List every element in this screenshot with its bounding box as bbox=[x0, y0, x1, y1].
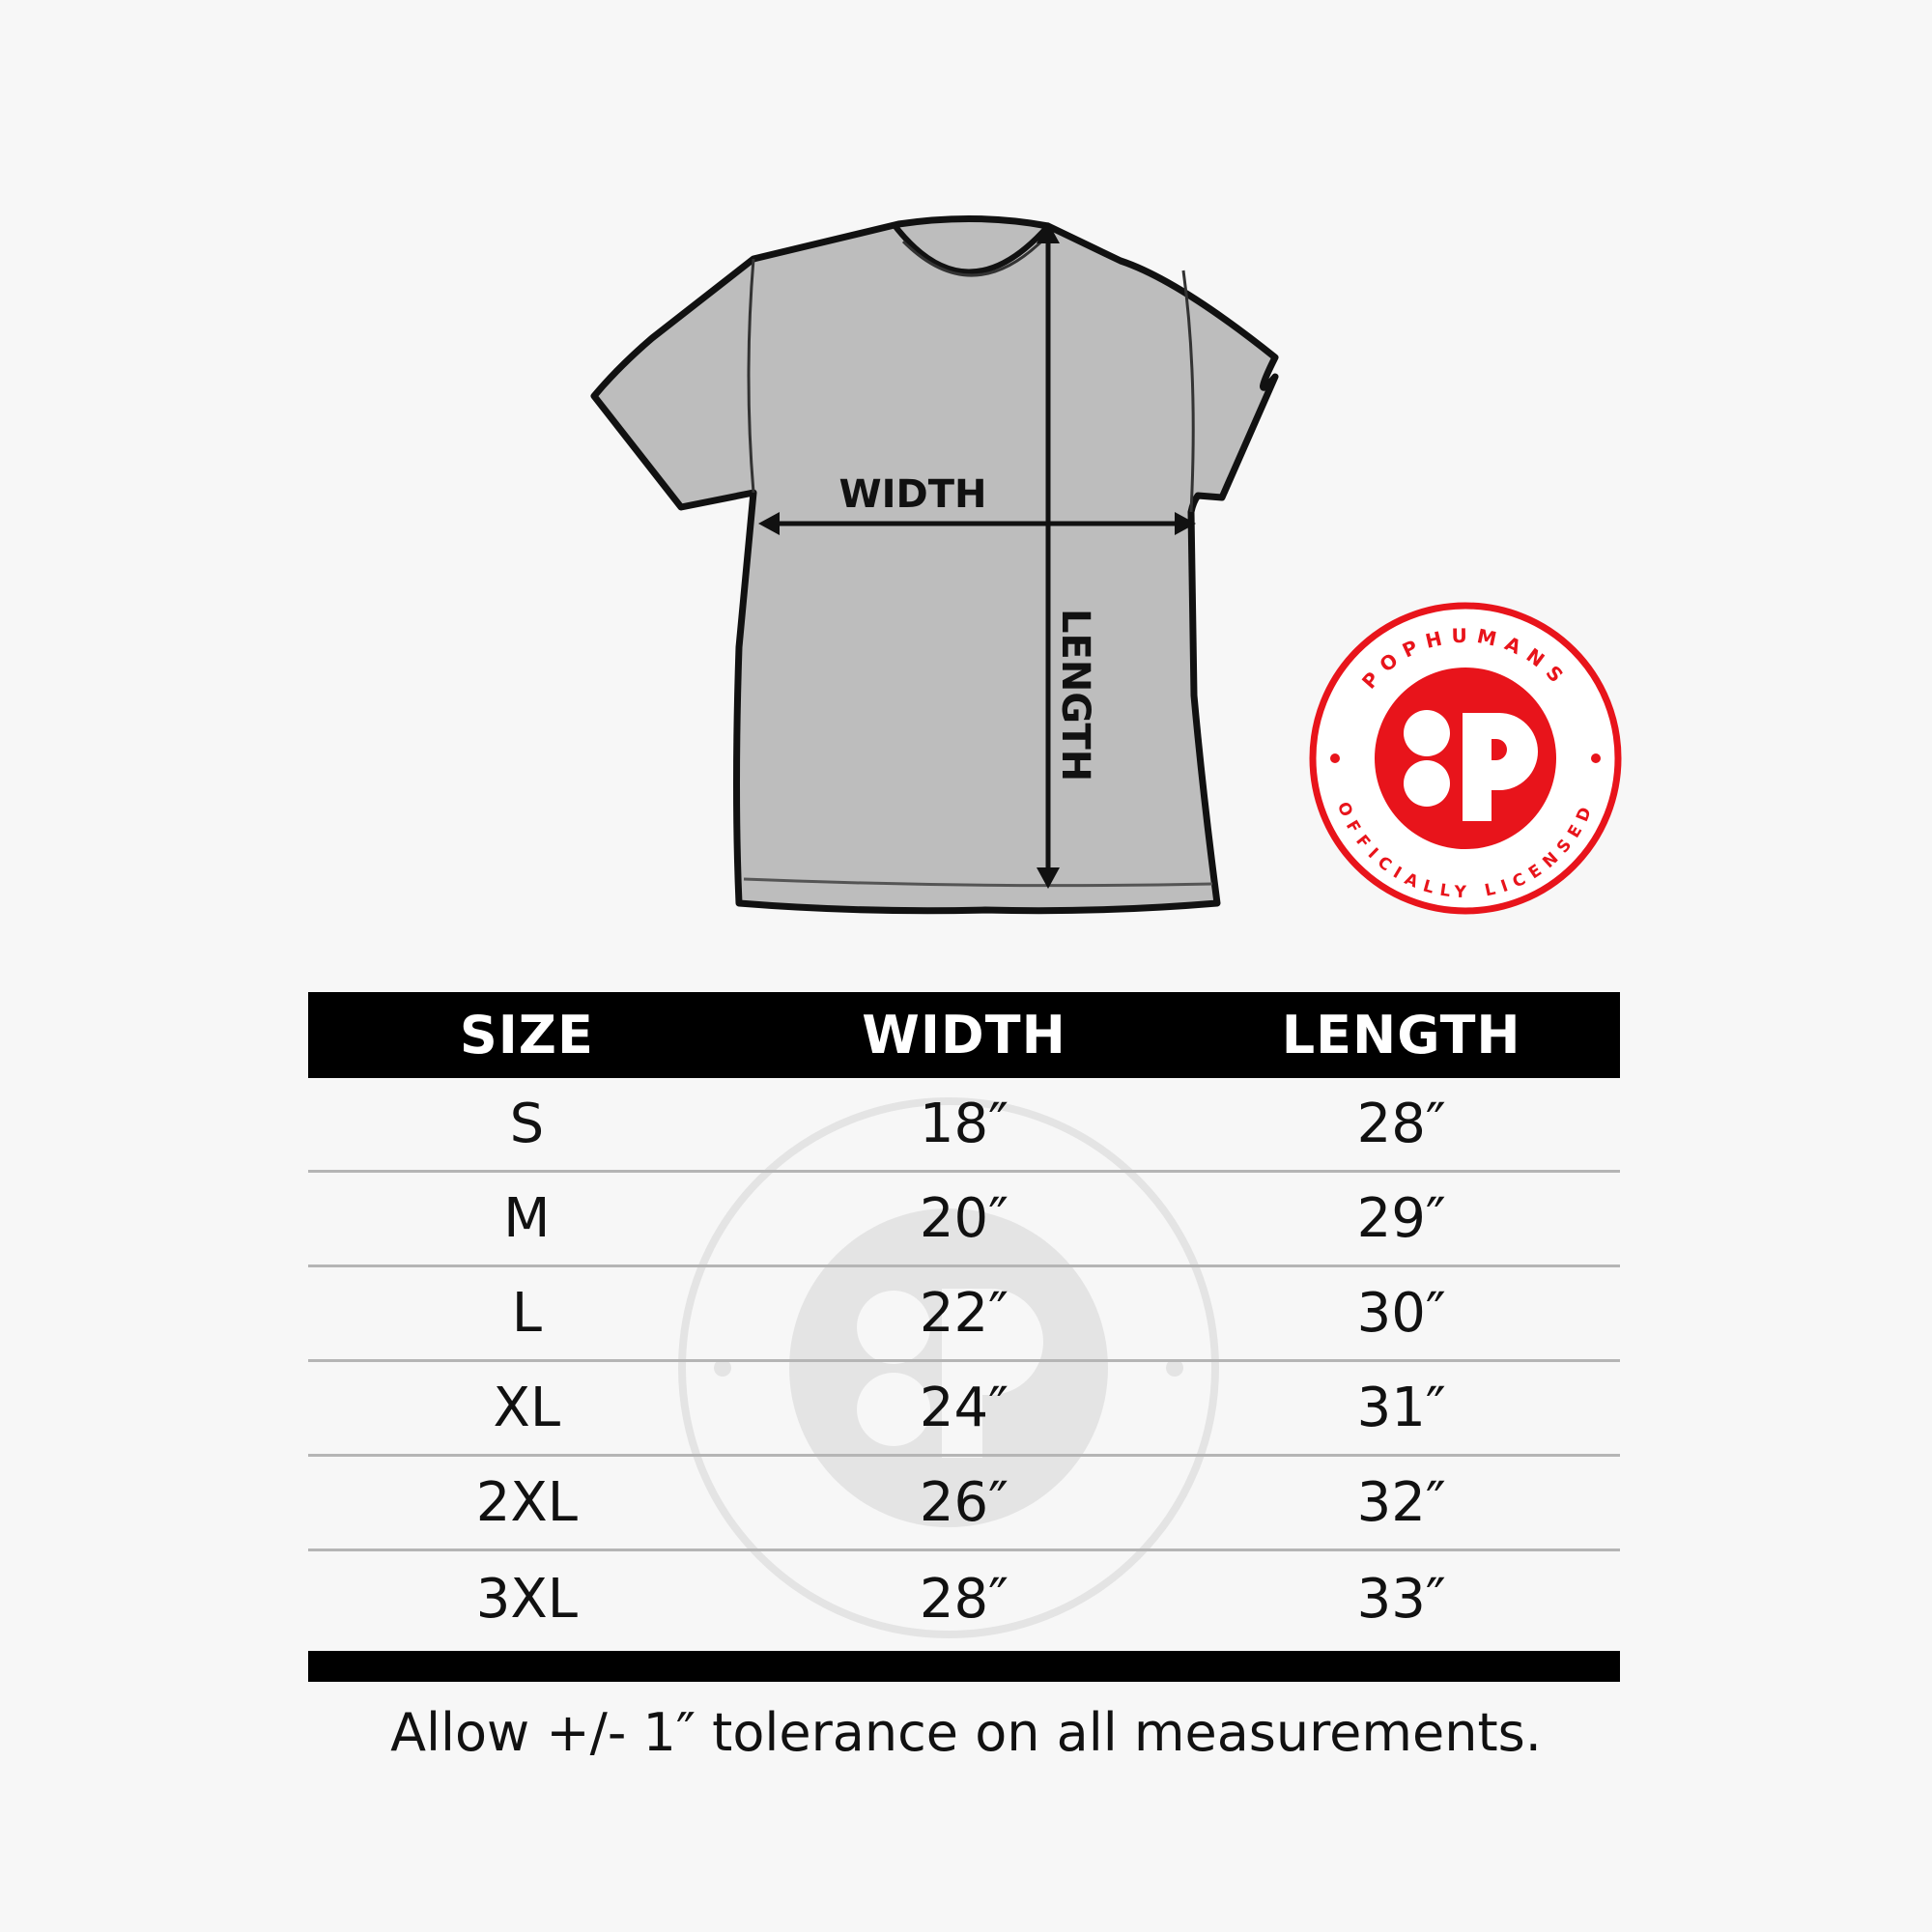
pophumans-logo: POPHUMANS OFFICIALLY LICENSED bbox=[1309, 602, 1622, 915]
cell-width: 26″ bbox=[919, 1471, 1009, 1534]
cell-length: 33″ bbox=[1356, 1567, 1446, 1631]
cell-length: 31″ bbox=[1356, 1377, 1446, 1439]
cell-size: XL bbox=[493, 1377, 561, 1439]
table-row: XL 24″ 31″ bbox=[308, 1362, 1620, 1457]
watermark-logo bbox=[678, 1097, 1219, 1638]
tolerance-note: Allow +/- 1″ tolerance on all measuremen… bbox=[390, 1702, 1542, 1763]
cell-width: 22″ bbox=[919, 1282, 1009, 1345]
table-bottom-bar bbox=[308, 1651, 1620, 1682]
header-width: WIDTH bbox=[862, 1005, 1066, 1065]
size-chart-table: SIZE WIDTH LENGTH S 18″ 28″ M 20″ 29″ L 22″ 30″ X… bbox=[308, 992, 1620, 1646]
cell-size: S bbox=[509, 1093, 545, 1155]
cell-size: 2XL bbox=[475, 1471, 578, 1534]
cell-width: 28″ bbox=[919, 1567, 1009, 1631]
table-row: L 22″ 30″ bbox=[308, 1267, 1620, 1362]
header-length: LENGTH bbox=[1281, 1005, 1521, 1065]
tshirt-diagram: WIDTH LENGTH bbox=[590, 214, 1279, 915]
cell-length: 29″ bbox=[1356, 1187, 1446, 1250]
cell-length: 28″ bbox=[1356, 1093, 1446, 1155]
length-label: LENGTH bbox=[1053, 609, 1097, 781]
table-header: SIZE WIDTH LENGTH bbox=[308, 992, 1620, 1078]
cell-length: 30″ bbox=[1356, 1282, 1446, 1345]
cell-length: 32″ bbox=[1356, 1471, 1446, 1534]
cell-size: 3XL bbox=[475, 1567, 578, 1631]
header-size: SIZE bbox=[459, 1005, 594, 1065]
width-label: WIDTH bbox=[839, 472, 987, 517]
table-row: 2XL 26″ 32″ bbox=[308, 1457, 1620, 1551]
cell-size: L bbox=[511, 1282, 542, 1345]
table-row: M 20″ 29″ bbox=[308, 1173, 1620, 1267]
cell-width: 20″ bbox=[919, 1187, 1009, 1250]
cell-size: M bbox=[503, 1187, 551, 1250]
cell-width: 18″ bbox=[919, 1093, 1009, 1155]
table-row: 3XL 28″ 33″ bbox=[308, 1551, 1620, 1646]
table-row: S 18″ 28″ bbox=[308, 1078, 1620, 1173]
cell-width: 24″ bbox=[919, 1377, 1009, 1439]
